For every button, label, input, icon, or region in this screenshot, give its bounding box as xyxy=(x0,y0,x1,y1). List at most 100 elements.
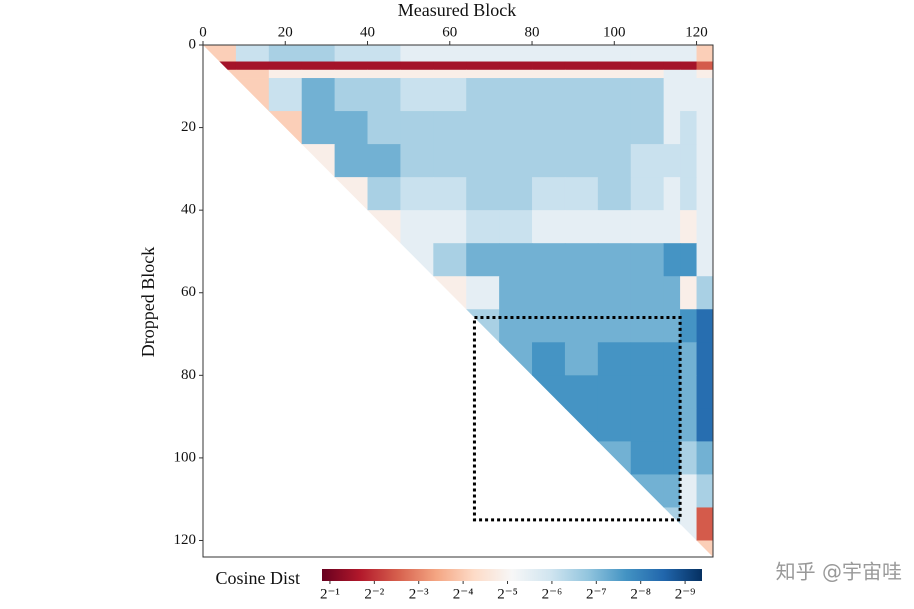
heatmap-cell xyxy=(663,210,681,244)
heatmap-cell xyxy=(466,111,500,145)
heatmap-cell xyxy=(680,375,697,409)
heatmap-cell xyxy=(663,276,681,310)
heatmap-cell xyxy=(696,375,713,409)
heatmap-cell xyxy=(663,144,681,178)
heatmap-cell xyxy=(433,210,467,244)
heatmap-cell xyxy=(400,69,434,79)
colorbar-title: Cosine Dist xyxy=(215,568,300,588)
heatmap-cell xyxy=(696,540,713,557)
heatmap-cell xyxy=(696,441,713,475)
heatmap-cell xyxy=(367,61,401,71)
heatmap-cell xyxy=(301,78,336,112)
heatmap-cell xyxy=(499,309,533,343)
x-tick-label: 60 xyxy=(442,24,457,40)
heatmap-cell xyxy=(680,177,697,211)
heatmap-cell xyxy=(532,342,566,376)
heatmap-cell xyxy=(564,276,599,310)
heatmap-cell xyxy=(680,309,697,343)
heatmap-cell xyxy=(663,474,681,508)
heatmap-cell xyxy=(532,111,566,145)
heatmap-cell xyxy=(630,342,665,376)
heatmap-cell xyxy=(466,243,500,277)
heatmap-cell xyxy=(597,69,632,79)
heatmap-cell xyxy=(466,61,500,71)
heatmap-cell xyxy=(203,45,237,62)
heatmap-cell xyxy=(400,144,434,178)
heatmap-cell xyxy=(680,144,697,178)
heatmap-cell xyxy=(367,45,401,62)
colorbar-tick-label: 2⁻⁷ xyxy=(586,586,607,602)
heatmap-cell xyxy=(268,111,303,145)
heatmap-cell xyxy=(433,78,467,112)
heatmap-cell xyxy=(663,309,681,343)
heatmap-cell xyxy=(630,210,665,244)
heatmap-cell xyxy=(663,69,681,79)
heatmap-cell xyxy=(499,45,533,62)
colorbar-tick-label: 2⁻⁸ xyxy=(630,586,651,602)
heatmap-cell xyxy=(680,507,697,541)
heatmap-cell xyxy=(597,61,632,71)
heatmap-cell xyxy=(696,111,713,145)
heatmap-cell xyxy=(696,342,713,376)
heatmap-cell xyxy=(597,144,632,178)
y-tick-label: 40 xyxy=(181,202,196,218)
watermark: 知乎 @宇宙哇 xyxy=(776,560,902,584)
colorbar xyxy=(322,569,702,581)
heatmap-cell xyxy=(680,408,697,442)
heatmap-cell xyxy=(564,309,599,343)
heatmap-cell xyxy=(499,144,533,178)
heatmap-cell xyxy=(532,78,566,112)
heatmap-cell xyxy=(433,243,467,277)
heatmap-cell xyxy=(301,69,336,79)
heatmap-cell xyxy=(630,309,665,343)
heatmap-cell xyxy=(203,69,237,79)
heatmap-cell xyxy=(663,177,681,211)
heatmap-cell xyxy=(680,78,697,112)
heatmap-cell xyxy=(235,69,270,79)
heatmap-cell xyxy=(532,309,566,343)
heatmap-cell xyxy=(433,276,467,310)
heatmap-cell xyxy=(499,342,533,376)
heatmap-cell xyxy=(301,111,336,145)
heatmap-cell xyxy=(564,78,599,112)
heatmap-cell xyxy=(663,507,681,541)
heatmap-cell xyxy=(334,144,368,178)
heatmap-cell xyxy=(564,342,599,376)
heatmap-cell xyxy=(564,111,599,145)
heatmap-cell xyxy=(680,69,697,79)
heatmap-cell xyxy=(630,111,665,145)
heatmap-cell xyxy=(663,78,681,112)
heatmap-cell xyxy=(532,210,566,244)
y-tick-label: 100 xyxy=(174,449,197,465)
heatmap-cell xyxy=(400,243,434,277)
heatmap-cell xyxy=(400,111,434,145)
heatmap-cell xyxy=(597,210,632,244)
heatmap-cell xyxy=(334,69,368,79)
heatmap-cell xyxy=(663,111,681,145)
x-tick-label: 100 xyxy=(603,24,626,40)
heatmap-cell xyxy=(433,144,467,178)
heatmap-cell xyxy=(466,309,500,343)
heatmap-cell xyxy=(696,177,713,211)
heatmap-cell xyxy=(680,474,697,508)
heatmap-cell xyxy=(203,61,237,71)
heatmap-cell xyxy=(680,45,697,62)
colorbar-tick-label: 2⁻² xyxy=(364,586,384,602)
heatmap-cell xyxy=(499,210,533,244)
heatmap-cell xyxy=(532,375,566,409)
heatmap-cell xyxy=(696,309,713,343)
heatmap-cell xyxy=(268,69,303,79)
heatmap-cell xyxy=(235,78,270,112)
plot-frame xyxy=(202,44,714,558)
heatmap-cell xyxy=(433,61,467,71)
heatmap-cell xyxy=(597,441,632,475)
colorbar-tick-label: 2⁻⁹ xyxy=(675,586,696,602)
heatmap-cell xyxy=(564,61,599,71)
heatmap-cell xyxy=(334,61,368,71)
heatmap-cell xyxy=(663,441,681,475)
heatmap-cell xyxy=(696,78,713,112)
heatmap-cell xyxy=(466,78,500,112)
heatmap-cell xyxy=(400,177,434,211)
y-tick-label: 0 xyxy=(189,36,197,52)
